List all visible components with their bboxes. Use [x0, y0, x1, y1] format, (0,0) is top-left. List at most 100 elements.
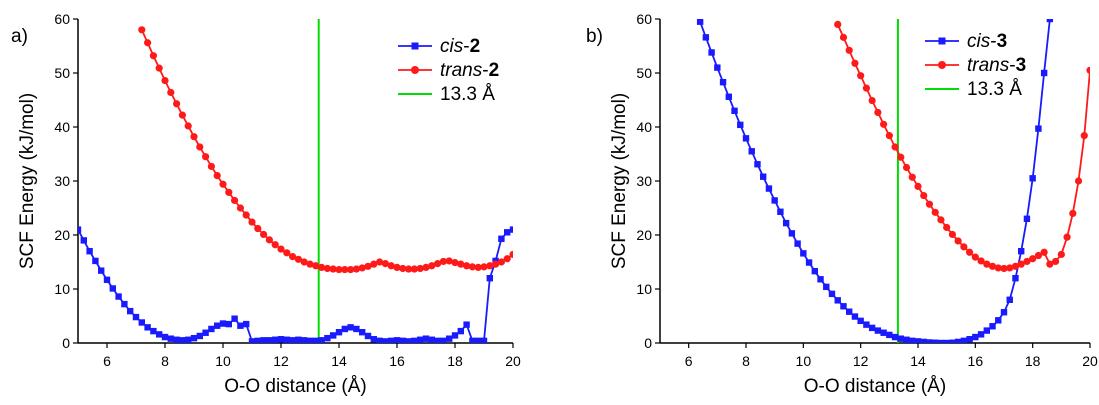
data-point — [138, 26, 146, 34]
data-point — [399, 264, 407, 273]
data-point — [498, 235, 505, 242]
data-point — [405, 265, 413, 273]
data-point — [190, 133, 198, 141]
x-tick-label: 16 — [389, 353, 405, 369]
x-tick-label: 14 — [910, 353, 926, 369]
data-point — [909, 337, 916, 343]
legend-label-hyphen: - — [463, 36, 469, 57]
data-point — [983, 260, 991, 268]
panel-label: b) — [586, 26, 603, 47]
data-point — [353, 325, 360, 333]
y-tick-label: 30 — [54, 173, 70, 189]
data-point — [149, 52, 157, 60]
data-point — [863, 321, 870, 328]
data-point — [475, 337, 482, 343]
data-point — [971, 253, 979, 261]
data-point — [231, 196, 239, 205]
data-point — [260, 230, 268, 239]
data-point — [840, 303, 847, 310]
data-point — [312, 262, 320, 270]
data-point — [92, 257, 99, 265]
data-point — [289, 337, 296, 343]
data-point — [851, 59, 859, 67]
data-point — [1000, 264, 1008, 273]
data-point — [213, 172, 221, 180]
data-point — [185, 336, 192, 343]
data-point — [874, 108, 882, 117]
data-point — [834, 20, 842, 28]
data-point — [248, 218, 256, 226]
data-point — [949, 339, 956, 343]
data-point — [347, 324, 354, 331]
x-axis-title: O-O distance (Å) — [804, 376, 947, 397]
data-point — [272, 336, 279, 343]
data-point — [1086, 66, 1090, 74]
legend-label-suffix: 2 — [489, 60, 500, 81]
data-point — [497, 258, 505, 266]
legend-marker — [938, 37, 946, 45]
data-point — [243, 320, 250, 328]
data-point — [173, 100, 181, 108]
data-point — [880, 329, 887, 336]
y-tick-label: 60 — [636, 11, 652, 27]
data-point — [376, 337, 383, 343]
data-point — [312, 337, 319, 343]
legend-label-hyphen: - — [482, 60, 488, 81]
data-point — [926, 339, 933, 343]
data-point — [931, 208, 939, 216]
data-point — [422, 335, 430, 342]
data-point — [920, 338, 927, 343]
data-point — [805, 259, 813, 266]
data-point — [846, 308, 853, 315]
data-point — [995, 317, 1002, 324]
legend-label: cis-3 — [967, 31, 1007, 52]
data-point — [167, 335, 174, 342]
data-point — [214, 322, 221, 329]
data-point — [393, 337, 401, 343]
data-point — [289, 253, 297, 261]
data-point — [144, 39, 152, 47]
legend-label-prefix: cis — [967, 31, 991, 52]
data-point — [144, 324, 151, 331]
data-point — [231, 315, 238, 322]
data-point — [509, 226, 513, 233]
legend-label-suffix: 3 — [1016, 55, 1027, 76]
data-point — [771, 197, 778, 204]
data-point — [731, 107, 738, 114]
data-point — [1029, 255, 1037, 263]
data-point — [788, 230, 796, 237]
data-point — [388, 337, 395, 343]
data-point — [184, 122, 192, 130]
data-point — [1017, 260, 1025, 268]
legend-label: trans-3 — [967, 55, 1026, 76]
data-point — [446, 335, 453, 342]
data-point — [469, 337, 476, 343]
data-point — [880, 120, 888, 128]
data-point — [161, 333, 169, 341]
data-point — [925, 200, 934, 208]
data-point — [897, 153, 905, 161]
data-point — [834, 297, 841, 304]
data-point — [440, 337, 447, 343]
data-point — [329, 265, 337, 273]
y-axis-title: SCF Energy (kJ/mol) — [609, 93, 630, 269]
data-point — [1063, 233, 1071, 241]
data-point — [457, 327, 464, 335]
data-point — [330, 332, 337, 339]
y-tick-label: 30 — [636, 173, 652, 189]
data-point — [845, 46, 853, 54]
data-point — [1040, 248, 1048, 256]
data-point — [914, 338, 922, 343]
data-point — [966, 336, 973, 343]
data-point — [954, 237, 962, 245]
data-point — [451, 332, 459, 339]
legend-label: 13.3 Å — [440, 84, 495, 105]
legend-label-suffix: 2 — [470, 36, 481, 57]
data-point — [295, 336, 302, 343]
data-point — [1034, 251, 1042, 260]
x-tick-label: 20 — [505, 353, 521, 369]
data-point — [857, 72, 865, 80]
data-point — [800, 250, 807, 257]
data-point — [422, 263, 430, 271]
